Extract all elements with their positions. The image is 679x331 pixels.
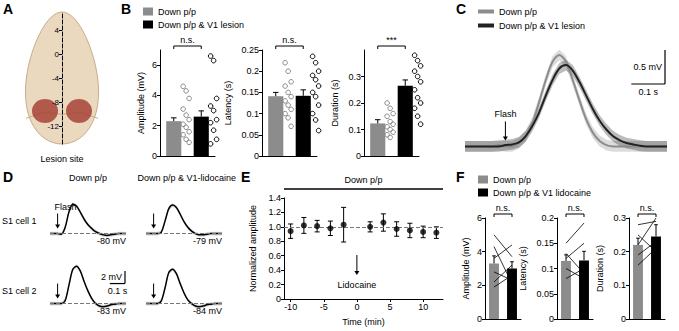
svg-text:0.2: 0.2	[348, 98, 361, 108]
svg-text:2 mV: 2 mV	[101, 272, 122, 282]
svg-text:Down p/p: Down p/p	[493, 175, 531, 185]
svg-text:Down p/p: Down p/p	[69, 173, 107, 183]
svg-text:Down p/p & V1 lesion: Down p/p & V1 lesion	[158, 20, 244, 30]
svg-text:***: ***	[386, 35, 397, 45]
svg-text:5: 5	[387, 302, 392, 312]
svg-text:0.3: 0.3	[613, 213, 626, 223]
svg-text:n.s.: n.s.	[282, 35, 297, 45]
svg-text:4: 4	[152, 90, 157, 100]
svg-text:0: 0	[549, 314, 554, 324]
svg-text:0.05: 0.05	[536, 289, 554, 299]
svg-text:0.2: 0.2	[268, 280, 281, 290]
svg-text:S1 cell 1: S1 cell 1	[2, 216, 37, 226]
svg-text:0.2: 0.2	[613, 247, 626, 257]
svg-text:Down p/p & V1 lidocaine: Down p/p & V1 lidocaine	[493, 188, 591, 198]
svg-text:-10: -10	[284, 302, 297, 312]
svg-text:-80 mV: -80 mV	[97, 236, 126, 246]
svg-text:A: A	[3, 1, 13, 17]
svg-text:Down p/p: Down p/p	[158, 7, 196, 17]
svg-text:Flash: Flash	[494, 109, 516, 119]
svg-text:Flash: Flash	[55, 202, 77, 212]
svg-text:0: 0	[152, 151, 157, 161]
svg-text:-83 mV: -83 mV	[97, 306, 126, 316]
svg-text:0.25: 0.25	[241, 45, 259, 55]
svg-text:-12: -12	[47, 122, 59, 131]
svg-text:0.3: 0.3	[348, 72, 361, 82]
svg-text:0.1 s: 0.1 s	[108, 286, 128, 296]
svg-text:F: F	[456, 169, 465, 185]
svg-text:0.5 mV: 0.5 mV	[633, 62, 662, 72]
svg-text:0.8: 0.8	[268, 236, 281, 246]
svg-text:-79 mV: -79 mV	[193, 236, 222, 246]
svg-text:0: 0	[356, 151, 361, 161]
svg-text:2: 2	[477, 280, 482, 290]
svg-text:1.2: 1.2	[268, 207, 281, 217]
svg-text:-4: -4	[52, 74, 60, 83]
svg-text:6: 6	[477, 213, 482, 223]
svg-text:4: 4	[477, 247, 482, 257]
svg-text:0.2: 0.2	[541, 213, 554, 223]
svg-text:E: E	[241, 169, 250, 185]
svg-text:0: 0	[354, 302, 359, 312]
svg-text:4: 4	[55, 26, 60, 35]
svg-text:0.2: 0.2	[246, 66, 259, 76]
svg-text:n.s.: n.s.	[496, 203, 511, 213]
svg-text:D: D	[3, 169, 13, 185]
svg-text:B: B	[121, 1, 131, 17]
svg-text:0.1: 0.1	[348, 125, 361, 135]
svg-text:Normalized amplitude: Normalized amplitude	[248, 205, 258, 292]
svg-text:Duration (s): Duration (s)	[330, 79, 340, 126]
svg-text:n.s.: n.s.	[180, 35, 195, 45]
svg-text:0.6: 0.6	[268, 251, 281, 261]
svg-text:Duration (s): Duration (s)	[595, 245, 605, 292]
svg-text:0.15: 0.15	[241, 87, 259, 97]
svg-text:-84 mV: -84 mV	[193, 306, 222, 316]
svg-text:Down p/p & V1-lidocaine: Down p/p & V1-lidocaine	[137, 173, 236, 183]
svg-text:Amplitude (mV): Amplitude (mV)	[136, 72, 146, 134]
svg-text:1.0: 1.0	[268, 222, 281, 232]
svg-text:Latency (s): Latency (s)	[223, 81, 233, 126]
svg-text:Down p/p & V1 lesion: Down p/p & V1 lesion	[499, 21, 585, 31]
svg-text:S1 cell 2: S1 cell 2	[2, 286, 37, 296]
svg-text:0.1: 0.1	[541, 264, 554, 274]
svg-text:10: 10	[418, 302, 428, 312]
svg-text:2: 2	[152, 121, 157, 131]
svg-text:-5: -5	[320, 302, 328, 312]
svg-text:0: 0	[55, 50, 60, 59]
svg-text:Time (min): Time (min)	[342, 317, 385, 327]
svg-text:Down p/p: Down p/p	[499, 7, 537, 17]
svg-text:n.s.: n.s.	[568, 203, 583, 213]
svg-text:0.1: 0.1	[246, 109, 259, 119]
svg-text:0.4: 0.4	[268, 265, 281, 275]
svg-text:-8: -8	[52, 98, 60, 107]
svg-text:C: C	[456, 1, 466, 17]
svg-text:0.15: 0.15	[536, 238, 554, 248]
svg-text:0.1: 0.1	[613, 280, 626, 290]
svg-text:Latency (s): Latency (s)	[518, 246, 528, 291]
svg-text:0: 0	[254, 151, 259, 161]
svg-text:0: 0	[276, 294, 281, 304]
svg-text:Lidocaine: Lidocaine	[338, 280, 377, 290]
svg-text:0.05: 0.05	[241, 130, 259, 140]
svg-text:Lesion site: Lesion site	[40, 154, 83, 164]
svg-text:Amplitude (mV): Amplitude (mV)	[461, 237, 471, 299]
svg-text:0: 0	[477, 314, 482, 324]
svg-text:Down p/p: Down p/p	[344, 175, 382, 185]
svg-text:n.s.: n.s.	[640, 203, 655, 213]
svg-text:6: 6	[152, 60, 157, 70]
svg-text:0.1 s: 0.1 s	[638, 87, 658, 97]
svg-text:1.4: 1.4	[268, 193, 281, 203]
svg-text:0: 0	[621, 314, 626, 324]
